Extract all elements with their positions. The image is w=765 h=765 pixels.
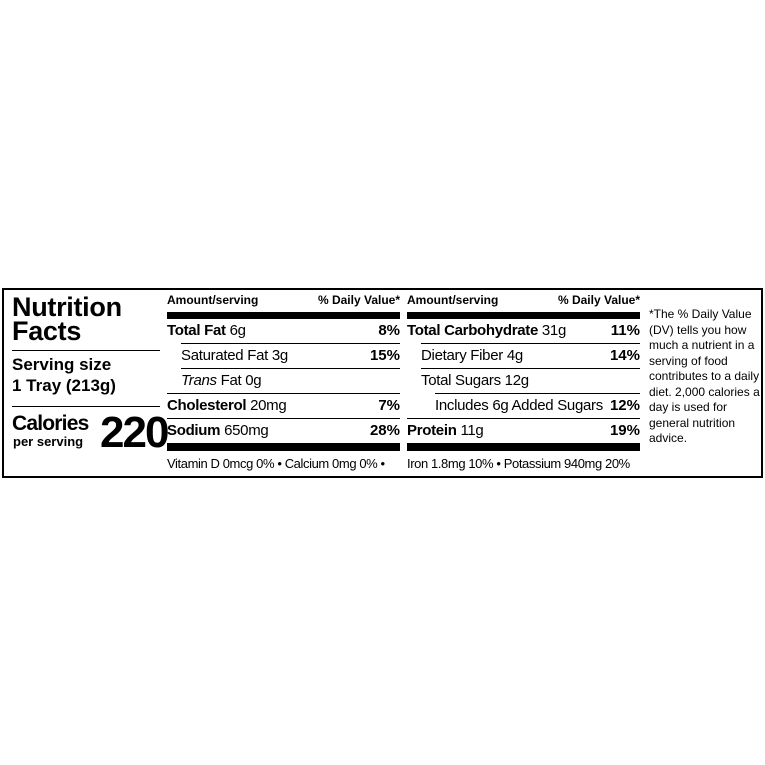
nutrient-daily-value: 8%	[378, 322, 400, 339]
nutrient-row: Trans Fat 0g	[167, 369, 400, 393]
daily-value-footnote: *The % Daily Value (DV) tells you how mu…	[649, 307, 760, 445]
nutrient-row: Cholesterol 20mg 7%	[167, 394, 400, 418]
nutrient-row: Includes 6g Added Sugars 12%	[407, 394, 640, 418]
nutrient-row: Total Sugars 12g	[407, 369, 640, 393]
nutrient-row: Total Carbohydrate 31g 11%	[407, 319, 640, 343]
nutrient-column-right: Amount/serving % Daily Value* Total Carb…	[407, 290, 640, 476]
dv-header: % Daily Value*	[557, 293, 640, 307]
nutrient-row: Protein 11g 19%	[407, 419, 640, 443]
divider	[12, 350, 160, 351]
vitamins-left: Vitamin D 0mcg 0% • Calcium 0mg 0% •	[167, 456, 385, 471]
nutrient-label: Total Fat 6g	[167, 319, 246, 343]
nutrient-daily-value: 7%	[378, 397, 400, 414]
divider	[407, 418, 640, 419]
title-line-1: Nutrition	[12, 292, 122, 322]
nutrient-label: Dietary Fiber 4g	[421, 344, 523, 368]
label-summary: Nutrition Facts Serving size 1 Tray (213…	[12, 290, 169, 476]
nutrient-amount: 6g	[229, 322, 246, 339]
nutrient-daily-value: 14%	[609, 347, 640, 364]
nutrient-name-suffix: Fat	[220, 372, 242, 389]
nutrient-amount: 4g	[506, 347, 523, 364]
nutrient-amount: 31g	[541, 322, 567, 339]
nutrient-label: Includes 6g Added Sugars	[435, 394, 603, 418]
serving-size-value: 1 Tray (213g)	[12, 376, 116, 395]
nutrient-daily-value: 12%	[609, 397, 640, 414]
dv-header: % Daily Value*	[317, 293, 400, 307]
nutrient-label: Saturated Fat 3g	[181, 344, 288, 368]
nutrient-row: Dietary Fiber 4g 14%	[407, 344, 640, 368]
nutrient-name: Protein	[407, 422, 457, 439]
nutrient-amount: 650mg	[224, 422, 269, 439]
thick-divider	[167, 443, 400, 451]
divider	[167, 418, 400, 419]
nutrition-facts-label: Nutrition Facts Serving size 1 Tray (213…	[2, 288, 763, 478]
nutrient-label: Cholesterol 20mg	[167, 394, 287, 418]
divider	[12, 406, 160, 407]
nutrient-name: Includes 6g Added Sugars	[435, 397, 603, 414]
thick-divider	[407, 443, 640, 451]
nutrient-row: Total Fat 6g 8%	[167, 319, 400, 343]
thick-divider	[407, 312, 640, 319]
nutrient-row: Saturated Fat 3g 15%	[167, 344, 400, 368]
vitamins-right: Iron 1.8mg 10% • Potassium 940mg 20%	[407, 456, 630, 471]
nutrient-amount: 11g	[460, 422, 484, 439]
serving-size-label: Serving size	[12, 355, 112, 374]
nutrient-label: Total Carbohydrate 31g	[407, 319, 566, 343]
nutrient-name: Sodium	[167, 422, 221, 439]
nutrient-amount: 0g	[245, 372, 262, 389]
calories-value: 220	[100, 408, 169, 457]
divider	[421, 343, 640, 344]
nutrient-label: Total Sugars 12g	[421, 369, 529, 393]
calories-sub: per serving	[13, 434, 84, 449]
nutrient-daily-value: 19%	[609, 422, 640, 439]
divider	[167, 393, 400, 394]
nutrient-label: Trans Fat 0g	[181, 369, 262, 393]
divider	[181, 343, 400, 344]
nutrient-daily-value: 11%	[610, 322, 640, 339]
nutrient-name: Total Fat	[167, 322, 226, 339]
nutrient-name: Saturated Fat	[181, 347, 268, 364]
nutrient-daily-value: 15%	[369, 347, 400, 364]
divider	[421, 368, 640, 369]
calories-label: Calories	[12, 412, 89, 435]
nutrient-amount: 20mg	[250, 397, 287, 414]
nutrient-amount: 3g	[271, 347, 288, 364]
amount-header: Amount/serving	[407, 293, 499, 307]
divider	[181, 368, 400, 369]
amount-header: Amount/serving	[167, 293, 259, 307]
nutrient-label: Protein 11g	[407, 419, 484, 443]
thick-divider	[167, 312, 400, 319]
nutrient-name: Total Carbohydrate	[407, 322, 539, 339]
nutrient-column-left: Amount/serving % Daily Value* Total Fat …	[167, 290, 400, 476]
divider	[435, 393, 640, 394]
nutrient-daily-value: 28%	[369, 422, 400, 439]
title-line-2: Facts	[12, 316, 82, 346]
nutrient-name: Total Sugars	[421, 372, 501, 389]
nutrient-name: Trans	[181, 372, 217, 389]
nutrient-amount: 12g	[504, 372, 529, 389]
nutrient-row: Sodium 650mg 28%	[167, 419, 400, 443]
nutrient-name: Cholesterol	[167, 397, 247, 414]
nutrient-label: Sodium 650mg	[167, 419, 269, 443]
nutrient-name: Dietary Fiber	[421, 347, 503, 364]
